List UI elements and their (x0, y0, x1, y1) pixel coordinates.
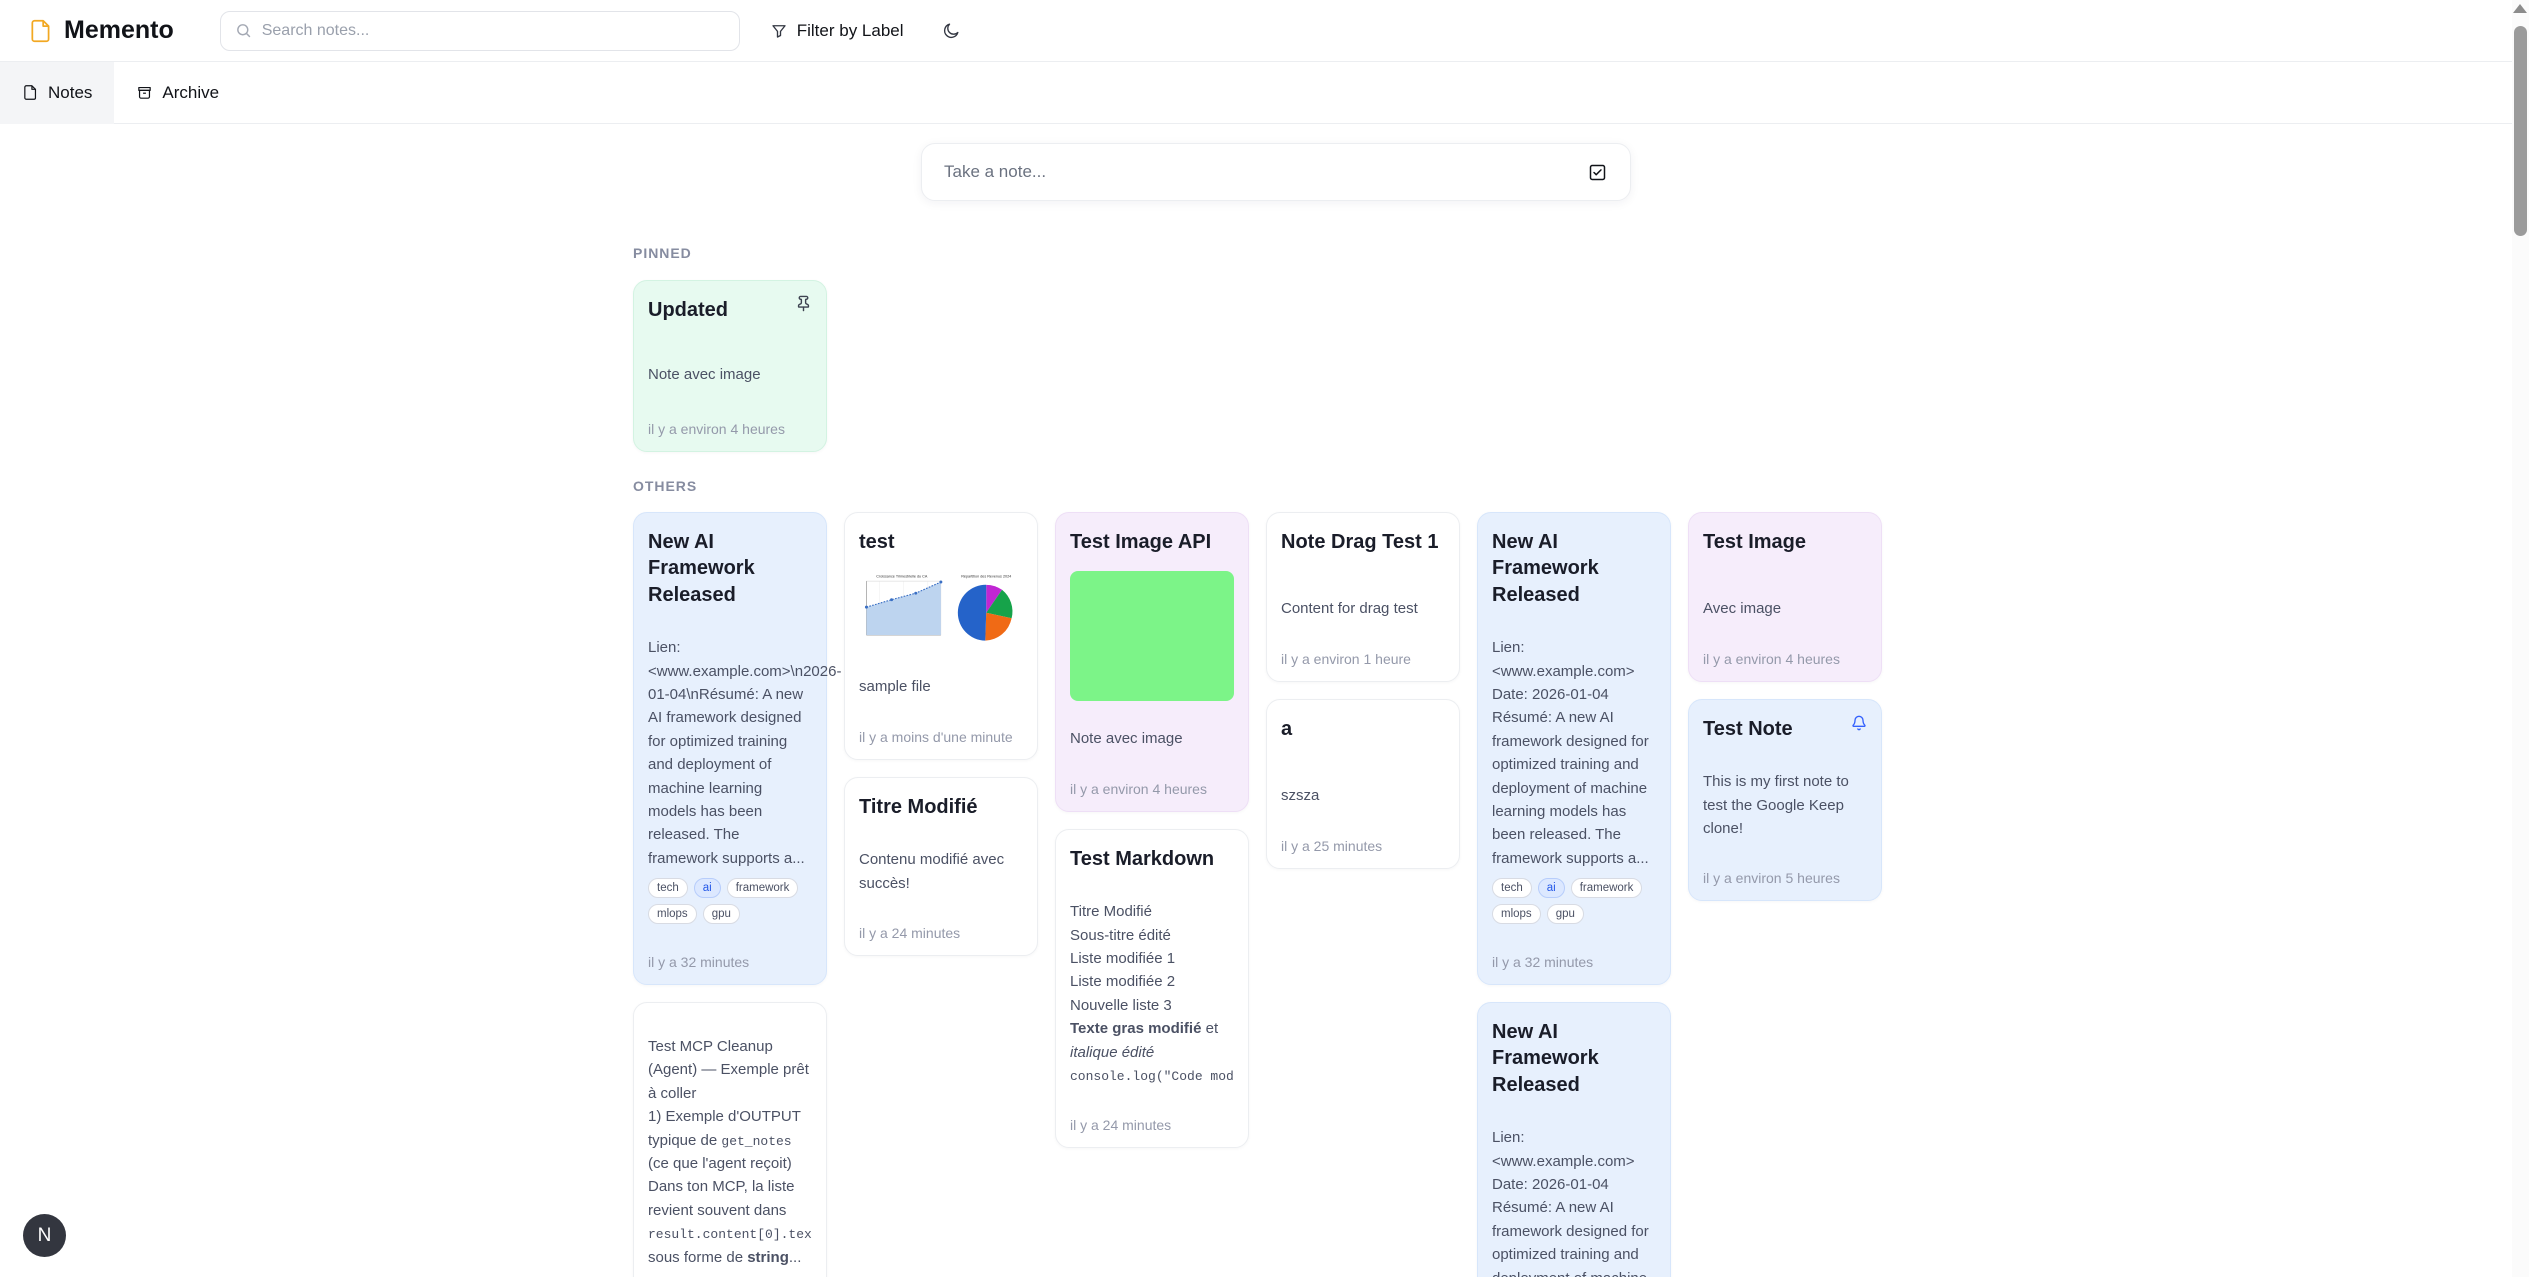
svg-text:Répartition des Revenus 2024: Répartition des Revenus 2024 (961, 575, 1011, 579)
svg-text:Croissance Trimestrielle du CA: Croissance Trimestrielle du CA (876, 575, 928, 579)
